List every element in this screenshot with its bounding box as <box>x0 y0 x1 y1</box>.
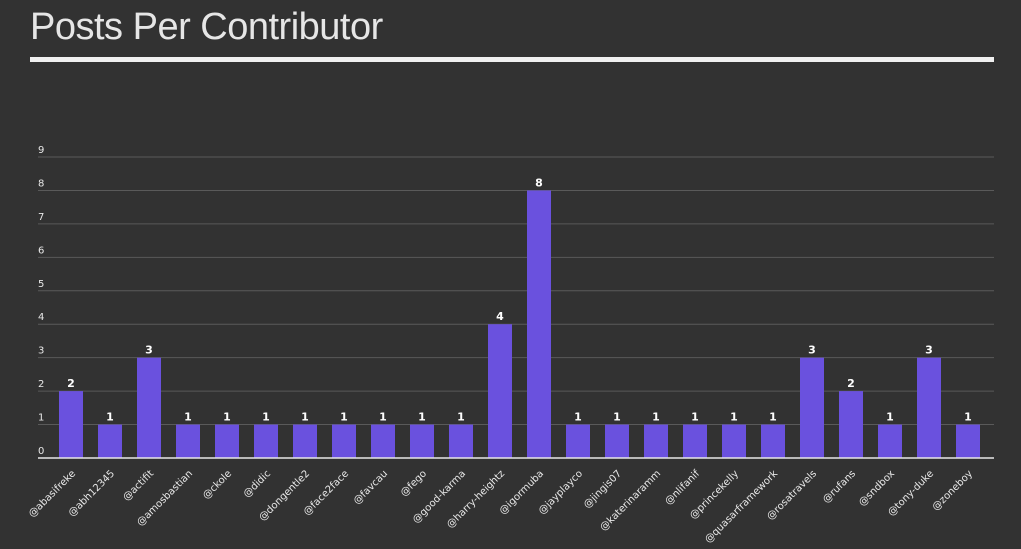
data-label: 1 <box>106 411 114 424</box>
data-label: 3 <box>808 344 816 357</box>
bars <box>59 190 980 458</box>
y-tick-label: 5 <box>38 279 44 290</box>
bar <box>527 190 551 458</box>
bar <box>761 424 785 458</box>
x-tick-label: @ckole <box>201 468 234 501</box>
bar <box>254 424 278 458</box>
data-label: 1 <box>184 411 192 424</box>
bar <box>449 424 473 458</box>
y-tick-label: 3 <box>38 346 44 357</box>
data-label: 1 <box>340 411 348 424</box>
bar <box>59 391 83 458</box>
x-tick-label: @sndbox <box>857 468 897 508</box>
bar <box>722 424 746 458</box>
x-tick-label: @zoneboy <box>930 468 975 513</box>
data-label: 3 <box>925 344 933 357</box>
x-tick-label: @favcau <box>352 468 391 507</box>
data-label: 4 <box>496 310 504 323</box>
bar <box>98 424 122 458</box>
bar <box>332 424 356 458</box>
data-label: 1 <box>418 411 426 424</box>
data-label: 1 <box>379 411 387 424</box>
data-label: 1 <box>223 411 231 424</box>
data-label: 2 <box>847 377 855 390</box>
y-tick-label: 2 <box>38 379 44 390</box>
data-label: 2 <box>67 377 75 390</box>
bar <box>956 424 980 458</box>
y-tick-label: 7 <box>38 212 44 223</box>
x-axis-category-labels: @abasifreke@abh12345 @actifit@amosbastian… <box>27 468 975 545</box>
bar <box>800 357 824 458</box>
grid-lines <box>38 156 994 426</box>
x-tick-label: @fego <box>399 468 430 499</box>
y-tick-label: 1 <box>38 413 44 424</box>
bar <box>878 424 902 458</box>
data-label: 1 <box>262 411 270 424</box>
data-label: 1 <box>730 411 738 424</box>
data-labels: 2 1 3 1 1 1 1 1 1 1 1 4 8 1 1 1 1 1 1 3 2 1 3 1 <box>67 176 972 423</box>
data-label: 1 <box>769 411 777 424</box>
bar <box>137 357 161 458</box>
x-tick-label: @jingis07 <box>582 468 624 510</box>
bar <box>839 391 863 458</box>
data-label: 1 <box>457 411 465 424</box>
chart-title: Posts Per Contributor <box>30 6 383 48</box>
bar <box>644 424 668 458</box>
bar <box>176 424 200 458</box>
data-label: 3 <box>145 344 153 357</box>
data-label: 1 <box>964 411 972 424</box>
data-label: 1 <box>886 411 894 424</box>
y-tick-label: 9 <box>38 145 44 156</box>
title-underline <box>30 57 994 62</box>
data-label: 1 <box>613 411 621 424</box>
bar <box>371 424 395 458</box>
y-tick-label: 8 <box>38 178 44 189</box>
bar <box>293 424 317 458</box>
x-tick-label: @rufans <box>821 468 858 505</box>
x-tick-label: @didic <box>241 468 273 500</box>
data-label: 1 <box>691 411 699 424</box>
bar <box>917 357 941 458</box>
bar <box>488 324 512 458</box>
data-label: 1 <box>652 411 660 424</box>
bar <box>410 424 434 458</box>
data-label: 1 <box>574 411 582 424</box>
bar <box>215 424 239 458</box>
bar <box>605 424 629 458</box>
y-tick-label: 0 <box>38 446 44 457</box>
x-tick-label: @actifit <box>121 468 156 503</box>
y-tick-label: 6 <box>38 245 44 256</box>
data-label: 8 <box>535 176 543 189</box>
bar <box>683 424 707 458</box>
bar <box>566 424 590 458</box>
y-axis-tick-labels: 0 1 2 3 4 5 6 7 8 9 <box>38 145 44 457</box>
data-label: 1 <box>301 411 309 424</box>
x-tick-label: @quasarframework <box>703 468 780 545</box>
y-tick-label: 4 <box>38 312 44 323</box>
x-tick-label: @nlifanif <box>663 468 702 507</box>
